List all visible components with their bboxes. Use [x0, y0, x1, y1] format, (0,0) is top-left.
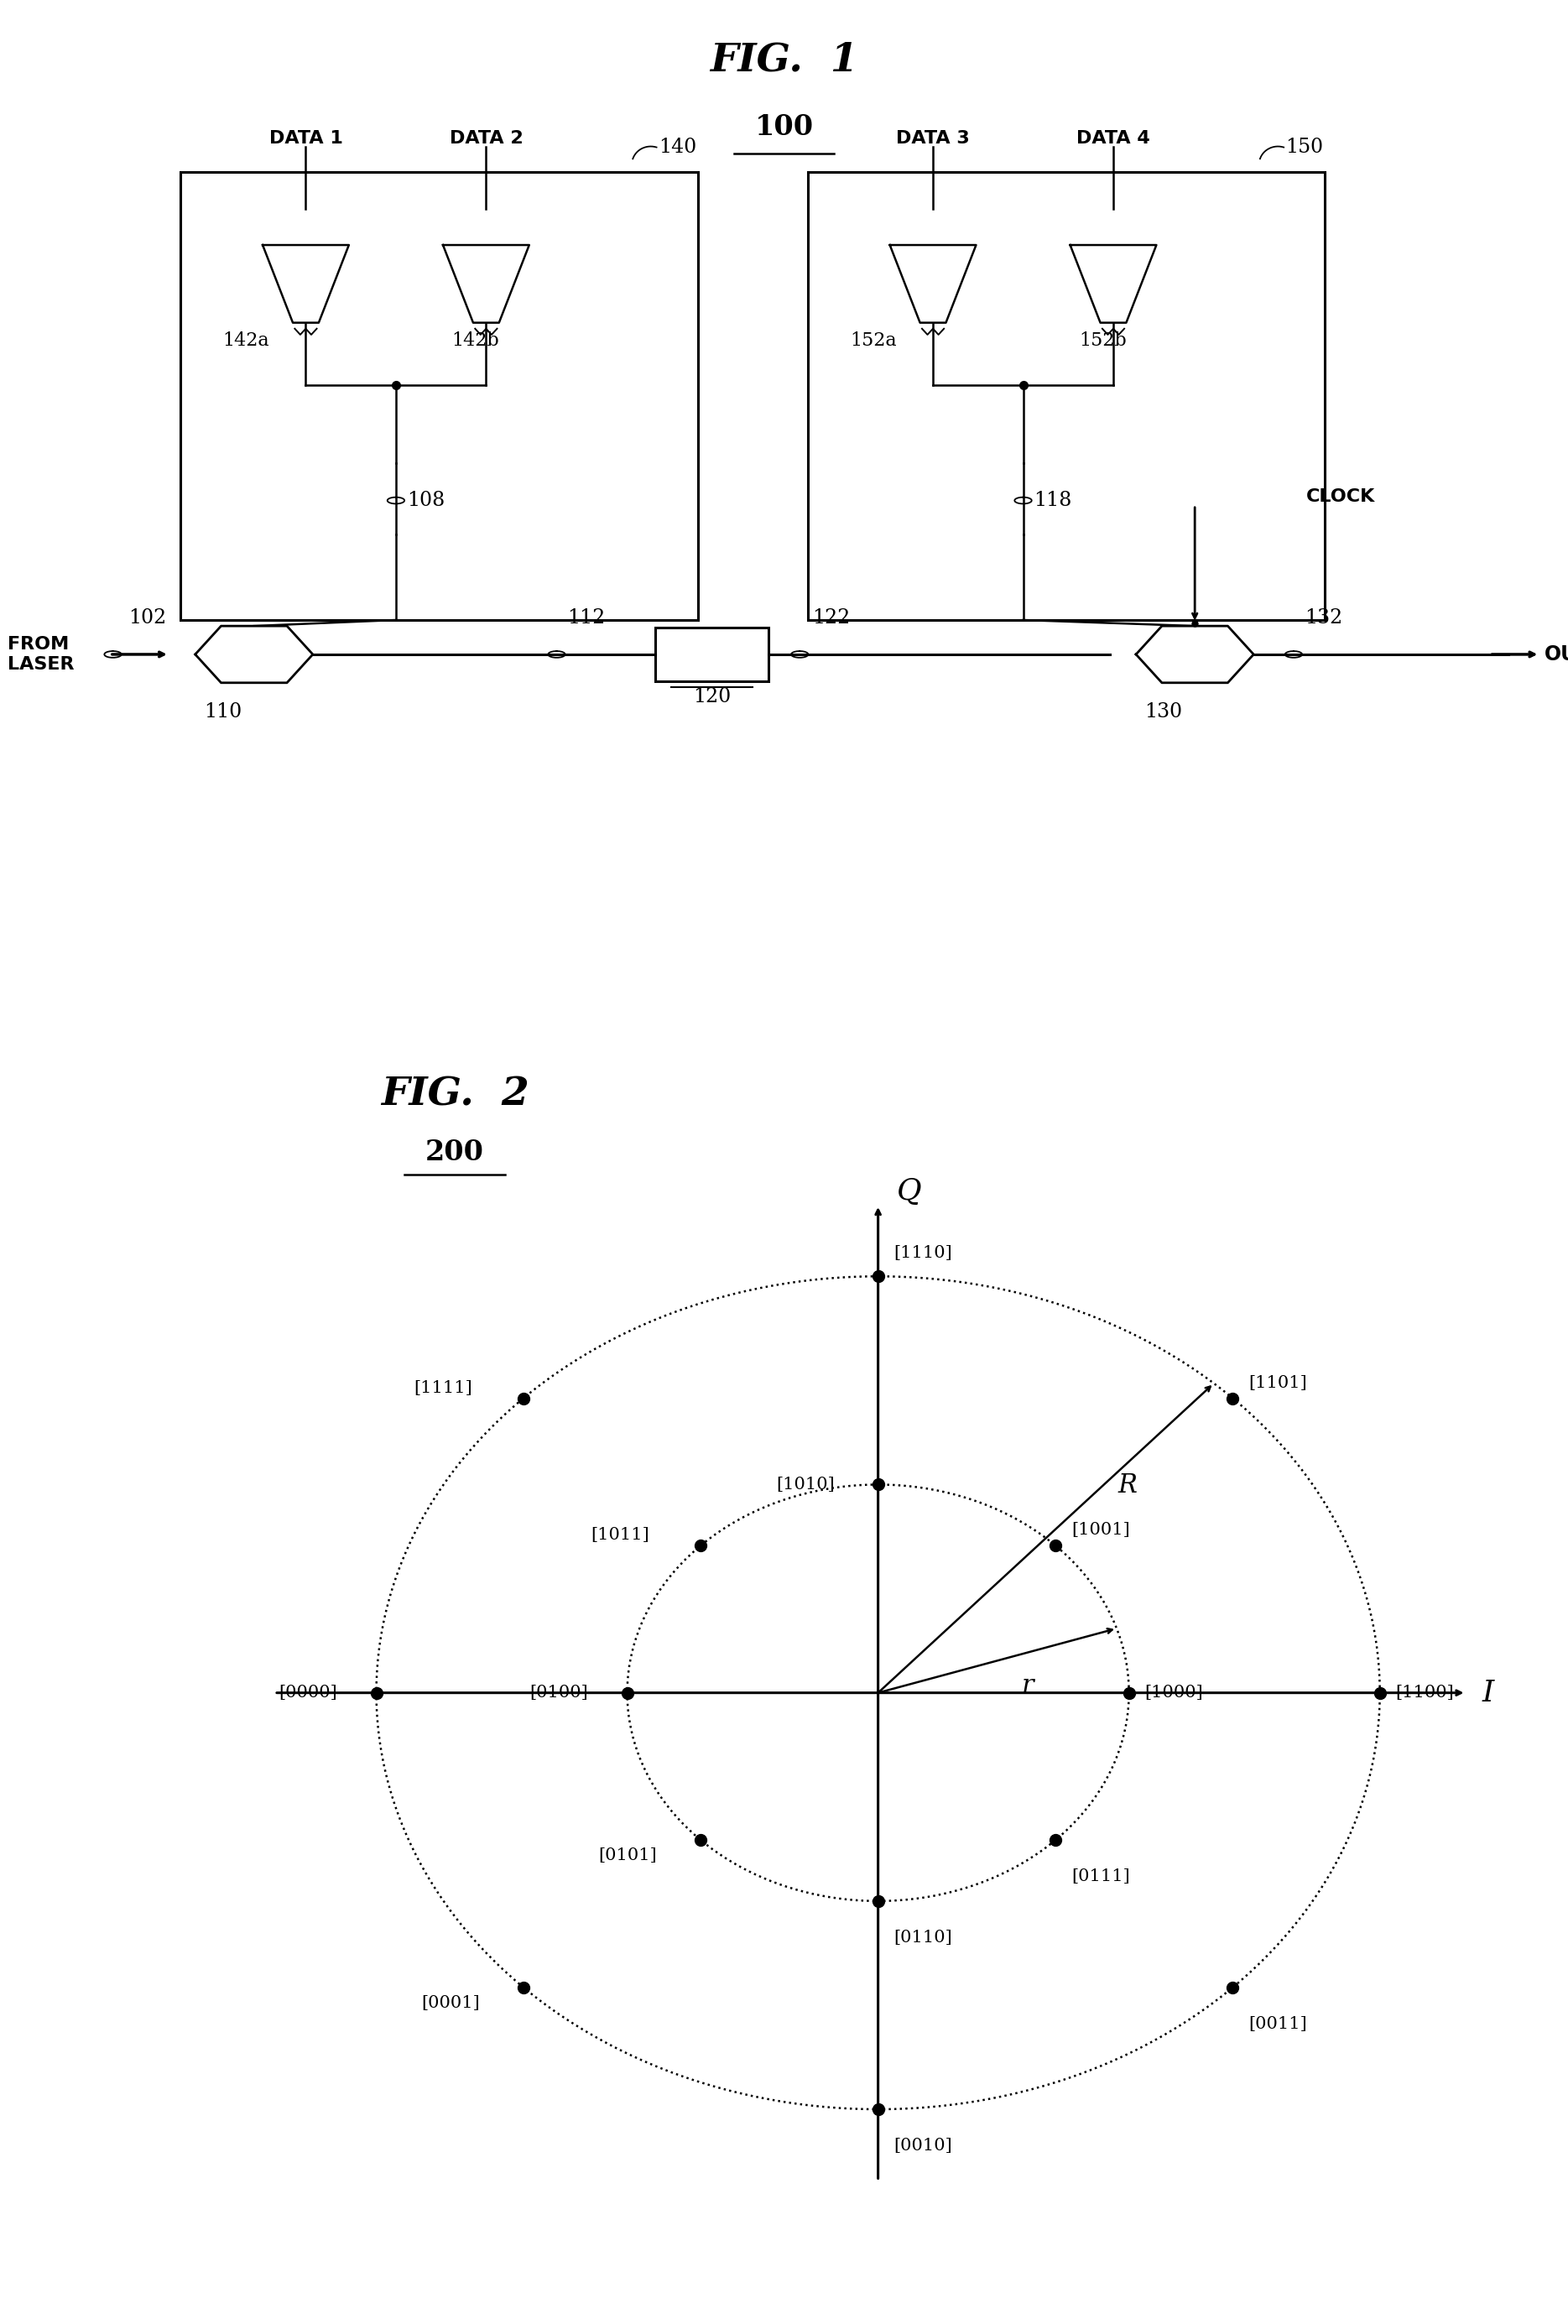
Bar — [808, 172, 1325, 621]
Text: [1101]: [1101] — [1248, 1376, 1308, 1390]
Text: CLOCK: CLOCK — [1306, 488, 1375, 504]
Text: [0110]: [0110] — [894, 1929, 952, 1945]
Text: 140: 140 — [659, 137, 696, 158]
Text: DATA 1: DATA 1 — [268, 130, 343, 146]
Text: [0010]: [0010] — [894, 2138, 952, 2154]
Text: 142b: 142b — [452, 332, 499, 351]
Text: 112: 112 — [568, 609, 605, 627]
Text: 118: 118 — [1035, 490, 1073, 511]
Text: r: r — [1022, 1673, 1035, 1699]
Text: [1110]: [1110] — [894, 1246, 952, 1262]
Text: DATA 2: DATA 2 — [450, 130, 522, 146]
Polygon shape — [1135, 625, 1254, 683]
Text: [0000]: [0000] — [279, 1685, 337, 1701]
Text: DATA 3: DATA 3 — [897, 130, 969, 146]
Text: 150: 150 — [1286, 137, 1323, 158]
Text: R: R — [1118, 1473, 1137, 1499]
Bar — [180, 172, 698, 621]
Text: [0011]: [0011] — [1248, 2015, 1308, 2031]
Text: [0001]: [0001] — [422, 1994, 480, 2010]
Text: [0101]: [0101] — [599, 1848, 657, 1864]
Polygon shape — [891, 244, 977, 323]
Text: [0111]: [0111] — [1071, 1868, 1129, 1885]
Text: 100: 100 — [754, 114, 814, 142]
Text: FROM
LASER: FROM LASER — [8, 637, 75, 672]
Text: 152a: 152a — [850, 332, 897, 351]
Text: 132: 132 — [1305, 609, 1342, 627]
Text: FIG.  1: FIG. 1 — [710, 40, 858, 79]
Text: 200: 200 — [425, 1139, 485, 1167]
Text: 152b: 152b — [1079, 332, 1126, 351]
Text: [1000]: [1000] — [1145, 1685, 1203, 1701]
Text: [1010]: [1010] — [776, 1476, 834, 1492]
Text: I: I — [1482, 1678, 1494, 1708]
Polygon shape — [262, 244, 350, 323]
Text: [1100]: [1100] — [1396, 1685, 1454, 1701]
Polygon shape — [1071, 244, 1157, 323]
Text: 110: 110 — [204, 702, 241, 720]
Text: Q: Q — [897, 1178, 922, 1206]
Text: [1001]: [1001] — [1071, 1522, 1129, 1538]
Bar — [655, 627, 768, 681]
Text: [1111]: [1111] — [414, 1380, 472, 1397]
Text: 142a: 142a — [223, 332, 270, 351]
Text: 120: 120 — [693, 688, 731, 706]
Polygon shape — [444, 244, 530, 323]
Text: [1011]: [1011] — [591, 1527, 649, 1543]
Text: 122: 122 — [812, 609, 850, 627]
Text: 108: 108 — [408, 490, 445, 511]
Text: 102: 102 — [129, 609, 166, 627]
Text: FIG.  2: FIG. 2 — [381, 1074, 528, 1113]
Polygon shape — [196, 625, 314, 683]
Text: 130: 130 — [1145, 702, 1182, 720]
Text: DATA 4: DATA 4 — [1077, 130, 1149, 146]
Text: OUT: OUT — [1544, 644, 1568, 665]
Text: [0100]: [0100] — [530, 1685, 588, 1701]
